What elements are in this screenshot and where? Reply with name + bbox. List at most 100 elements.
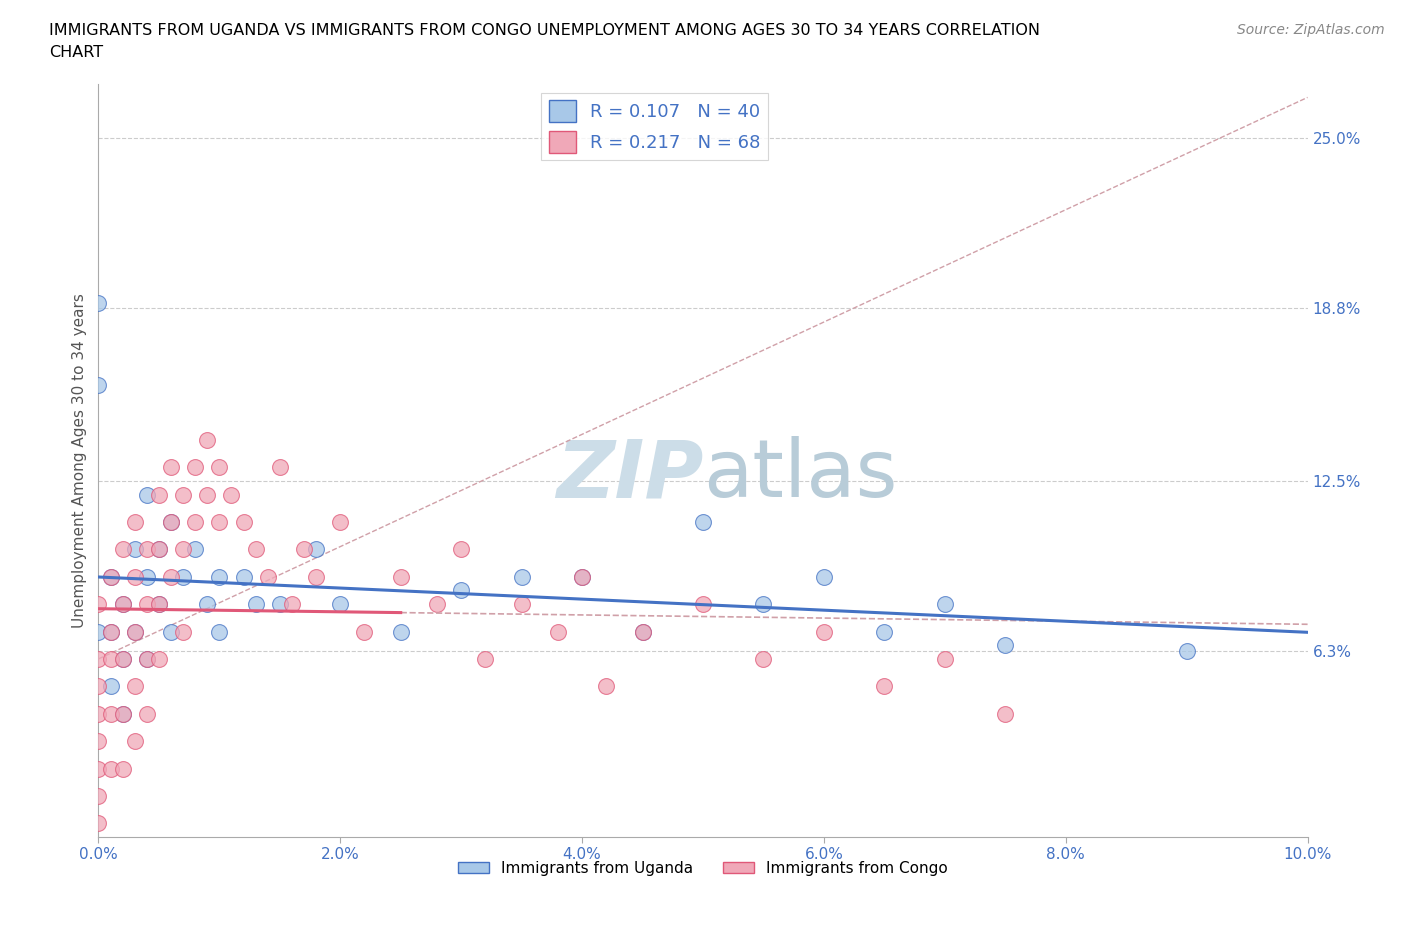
Point xyxy=(100,624,122,639)
Point xyxy=(124,542,146,557)
Point xyxy=(160,624,183,639)
Point xyxy=(474,652,496,667)
Point xyxy=(160,514,183,529)
Point xyxy=(111,597,134,612)
Point xyxy=(172,569,194,584)
Point xyxy=(752,597,775,612)
Text: IMMIGRANTS FROM UGANDA VS IMMIGRANTS FROM CONGO UNEMPLOYMENT AMONG AGES 30 TO 34: IMMIGRANTS FROM UGANDA VS IMMIGRANTS FRO… xyxy=(49,23,1040,38)
Point xyxy=(87,624,110,639)
Point xyxy=(329,514,352,529)
Point xyxy=(184,542,207,557)
Point xyxy=(124,624,146,639)
Point xyxy=(111,652,134,667)
Point xyxy=(100,761,122,776)
Point xyxy=(752,652,775,667)
Point xyxy=(934,652,956,667)
Point xyxy=(111,706,134,721)
Point xyxy=(631,624,654,639)
Point xyxy=(389,624,412,639)
Point xyxy=(111,597,134,612)
Point xyxy=(184,514,207,529)
Point xyxy=(994,638,1017,653)
Point xyxy=(87,789,110,804)
Point xyxy=(87,706,110,721)
Point xyxy=(100,706,122,721)
Point xyxy=(124,734,146,749)
Point xyxy=(269,459,291,474)
Point xyxy=(135,652,157,667)
Point xyxy=(934,597,956,612)
Point xyxy=(148,542,170,557)
Point xyxy=(195,432,218,447)
Point xyxy=(692,514,714,529)
Point xyxy=(172,624,194,639)
Point xyxy=(111,761,134,776)
Point xyxy=(124,514,146,529)
Point xyxy=(87,679,110,694)
Point xyxy=(510,597,533,612)
Point xyxy=(87,597,110,612)
Point xyxy=(195,487,218,502)
Point xyxy=(135,706,157,721)
Point xyxy=(100,624,122,639)
Point xyxy=(208,514,231,529)
Point xyxy=(100,652,122,667)
Text: atlas: atlas xyxy=(703,436,897,514)
Text: Source: ZipAtlas.com: Source: ZipAtlas.com xyxy=(1237,23,1385,37)
Point xyxy=(631,624,654,639)
Point xyxy=(873,624,896,639)
Point xyxy=(547,624,569,639)
Point xyxy=(256,569,278,584)
Point xyxy=(100,569,122,584)
Point xyxy=(135,542,157,557)
Point xyxy=(172,487,194,502)
Point xyxy=(124,624,146,639)
Point xyxy=(184,459,207,474)
Point xyxy=(148,597,170,612)
Point xyxy=(305,569,328,584)
Point xyxy=(100,569,122,584)
Point xyxy=(426,597,449,612)
Point xyxy=(813,624,835,639)
Text: CHART: CHART xyxy=(49,45,103,60)
Point xyxy=(873,679,896,694)
Point xyxy=(510,569,533,584)
Point xyxy=(124,569,146,584)
Point xyxy=(813,569,835,584)
Point xyxy=(148,542,170,557)
Point xyxy=(1175,644,1198,658)
Point xyxy=(87,761,110,776)
Point xyxy=(135,597,157,612)
Point xyxy=(571,569,593,584)
Point xyxy=(269,597,291,612)
Point xyxy=(571,569,593,584)
Point xyxy=(208,624,231,639)
Point xyxy=(172,542,194,557)
Point xyxy=(87,296,110,311)
Point xyxy=(195,597,218,612)
Point xyxy=(232,514,254,529)
Text: ZIP: ZIP xyxy=(555,436,703,514)
Point xyxy=(450,583,472,598)
Point xyxy=(87,652,110,667)
Point xyxy=(135,487,157,502)
Point xyxy=(160,569,183,584)
Point xyxy=(111,542,134,557)
Point xyxy=(221,487,243,502)
Point xyxy=(111,652,134,667)
Point xyxy=(148,487,170,502)
Point xyxy=(305,542,328,557)
Point xyxy=(135,652,157,667)
Point xyxy=(124,679,146,694)
Point xyxy=(245,542,267,557)
Point xyxy=(389,569,412,584)
Point xyxy=(208,459,231,474)
Point xyxy=(595,679,617,694)
Point xyxy=(100,679,122,694)
Point xyxy=(87,378,110,392)
Point xyxy=(292,542,315,557)
Point xyxy=(353,624,375,639)
Point xyxy=(692,597,714,612)
Legend: R = 0.107   N = 40, R = 0.217   N = 68: R = 0.107 N = 40, R = 0.217 N = 68 xyxy=(541,93,768,160)
Point xyxy=(329,597,352,612)
